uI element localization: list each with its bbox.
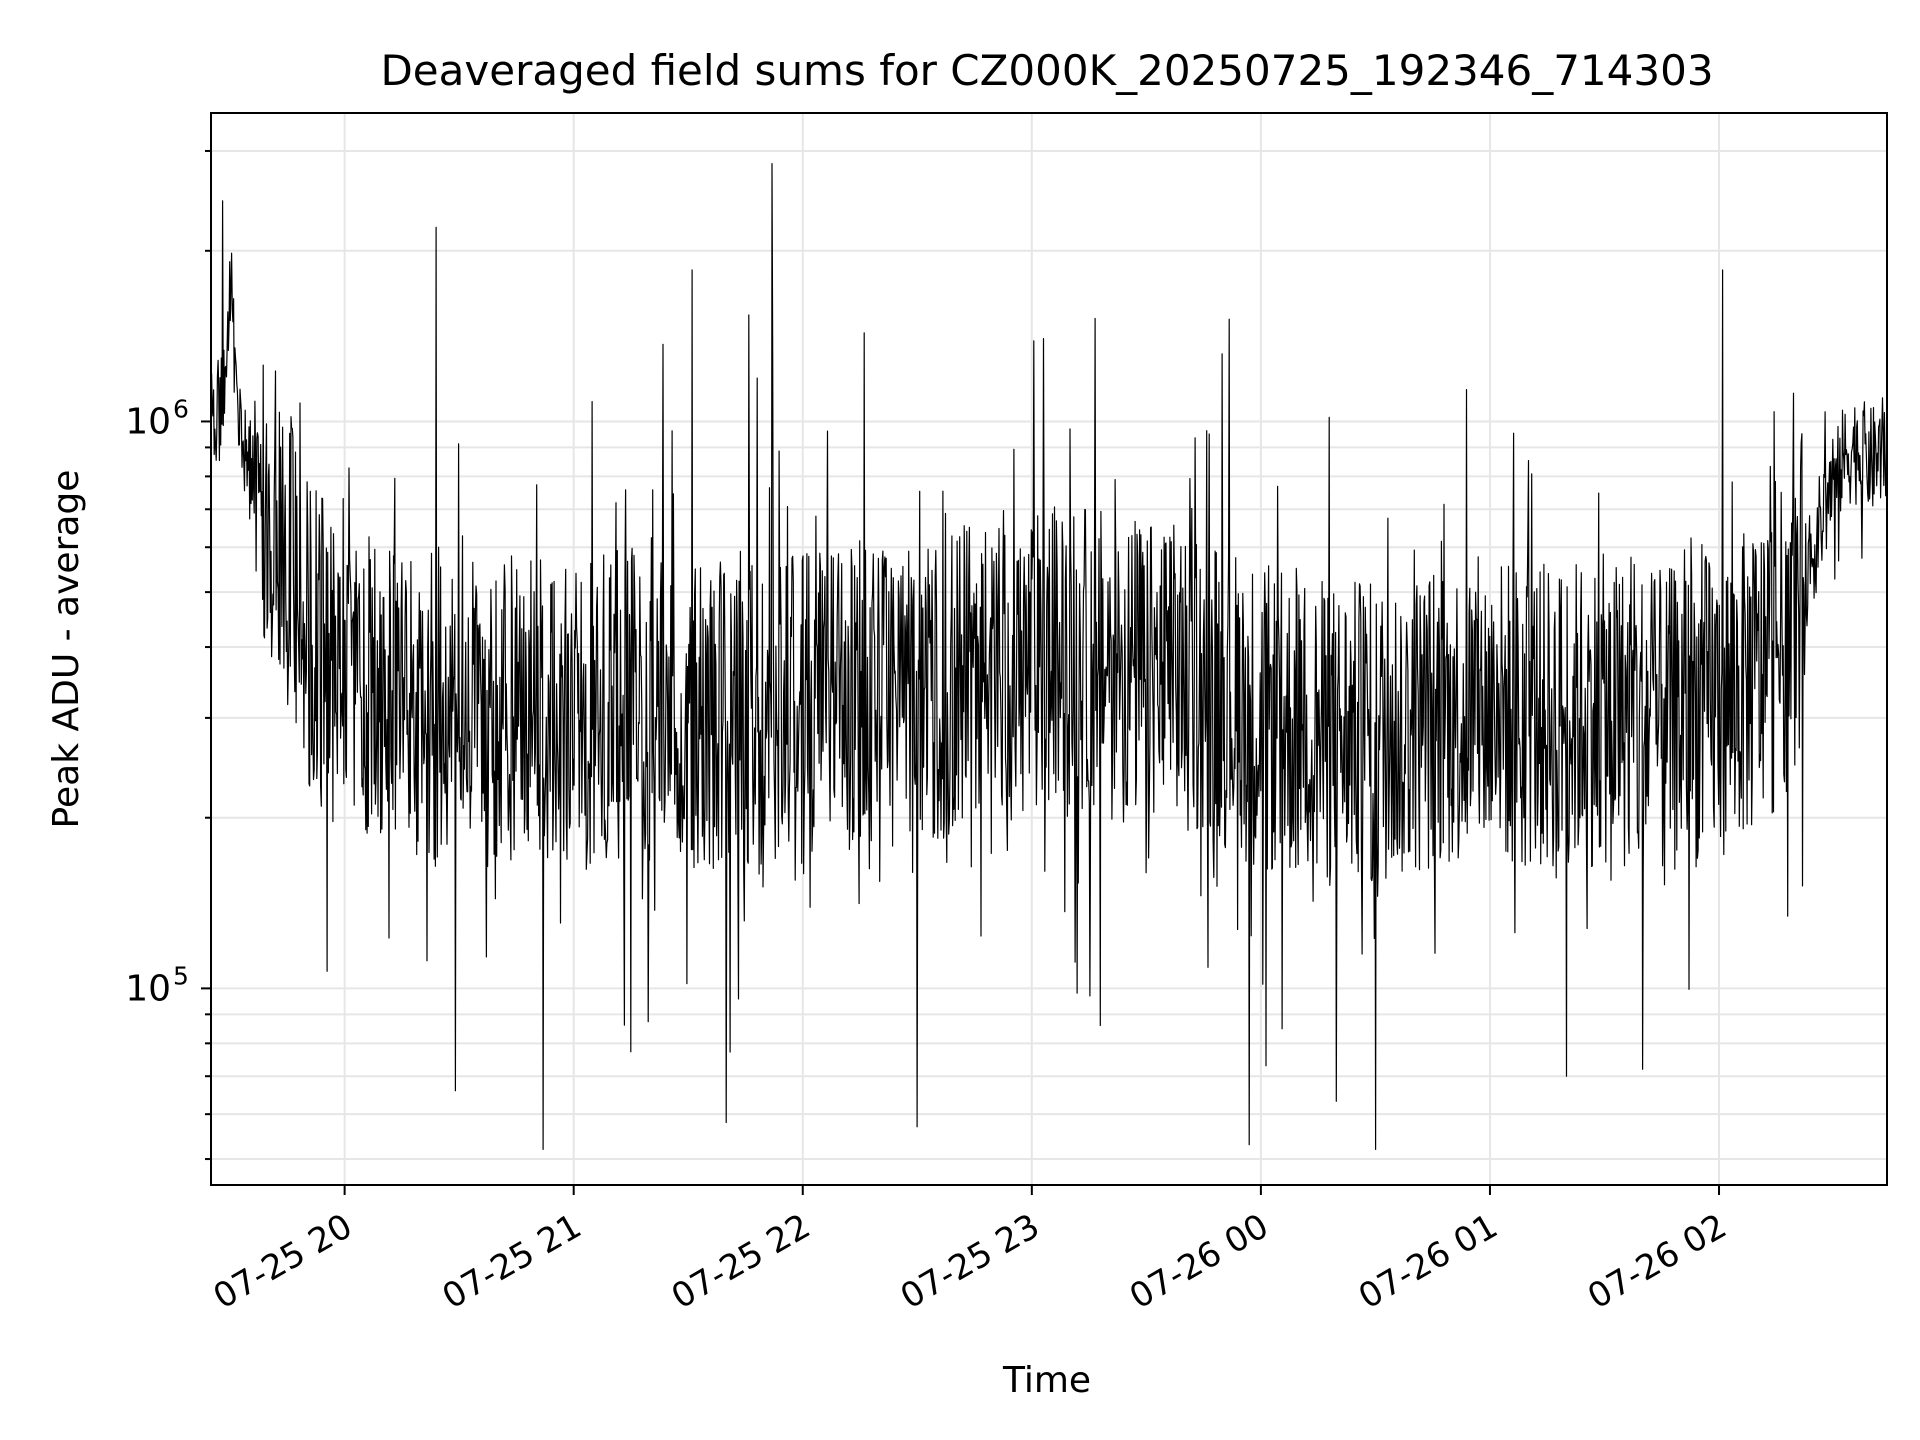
svg-text:6: 6 <box>173 394 189 423</box>
y-tick-label: 10 6 <box>125 394 189 442</box>
y-axis-label: Peak ADU - average <box>46 470 87 829</box>
y-tick-label: 10 5 <box>125 961 189 1009</box>
series-layer <box>210 163 1888 1151</box>
svg-text:10: 10 <box>125 968 171 1009</box>
svg-text:5: 5 <box>173 961 189 990</box>
x-axis-label: Time <box>1002 1360 1091 1401</box>
chart-title: Deaveraged field sums for CZ000K_2025072… <box>380 46 1713 95</box>
plot-frame <box>210 112 1888 1186</box>
svg-text:10: 10 <box>125 401 171 442</box>
series-line <box>210 163 1888 1151</box>
